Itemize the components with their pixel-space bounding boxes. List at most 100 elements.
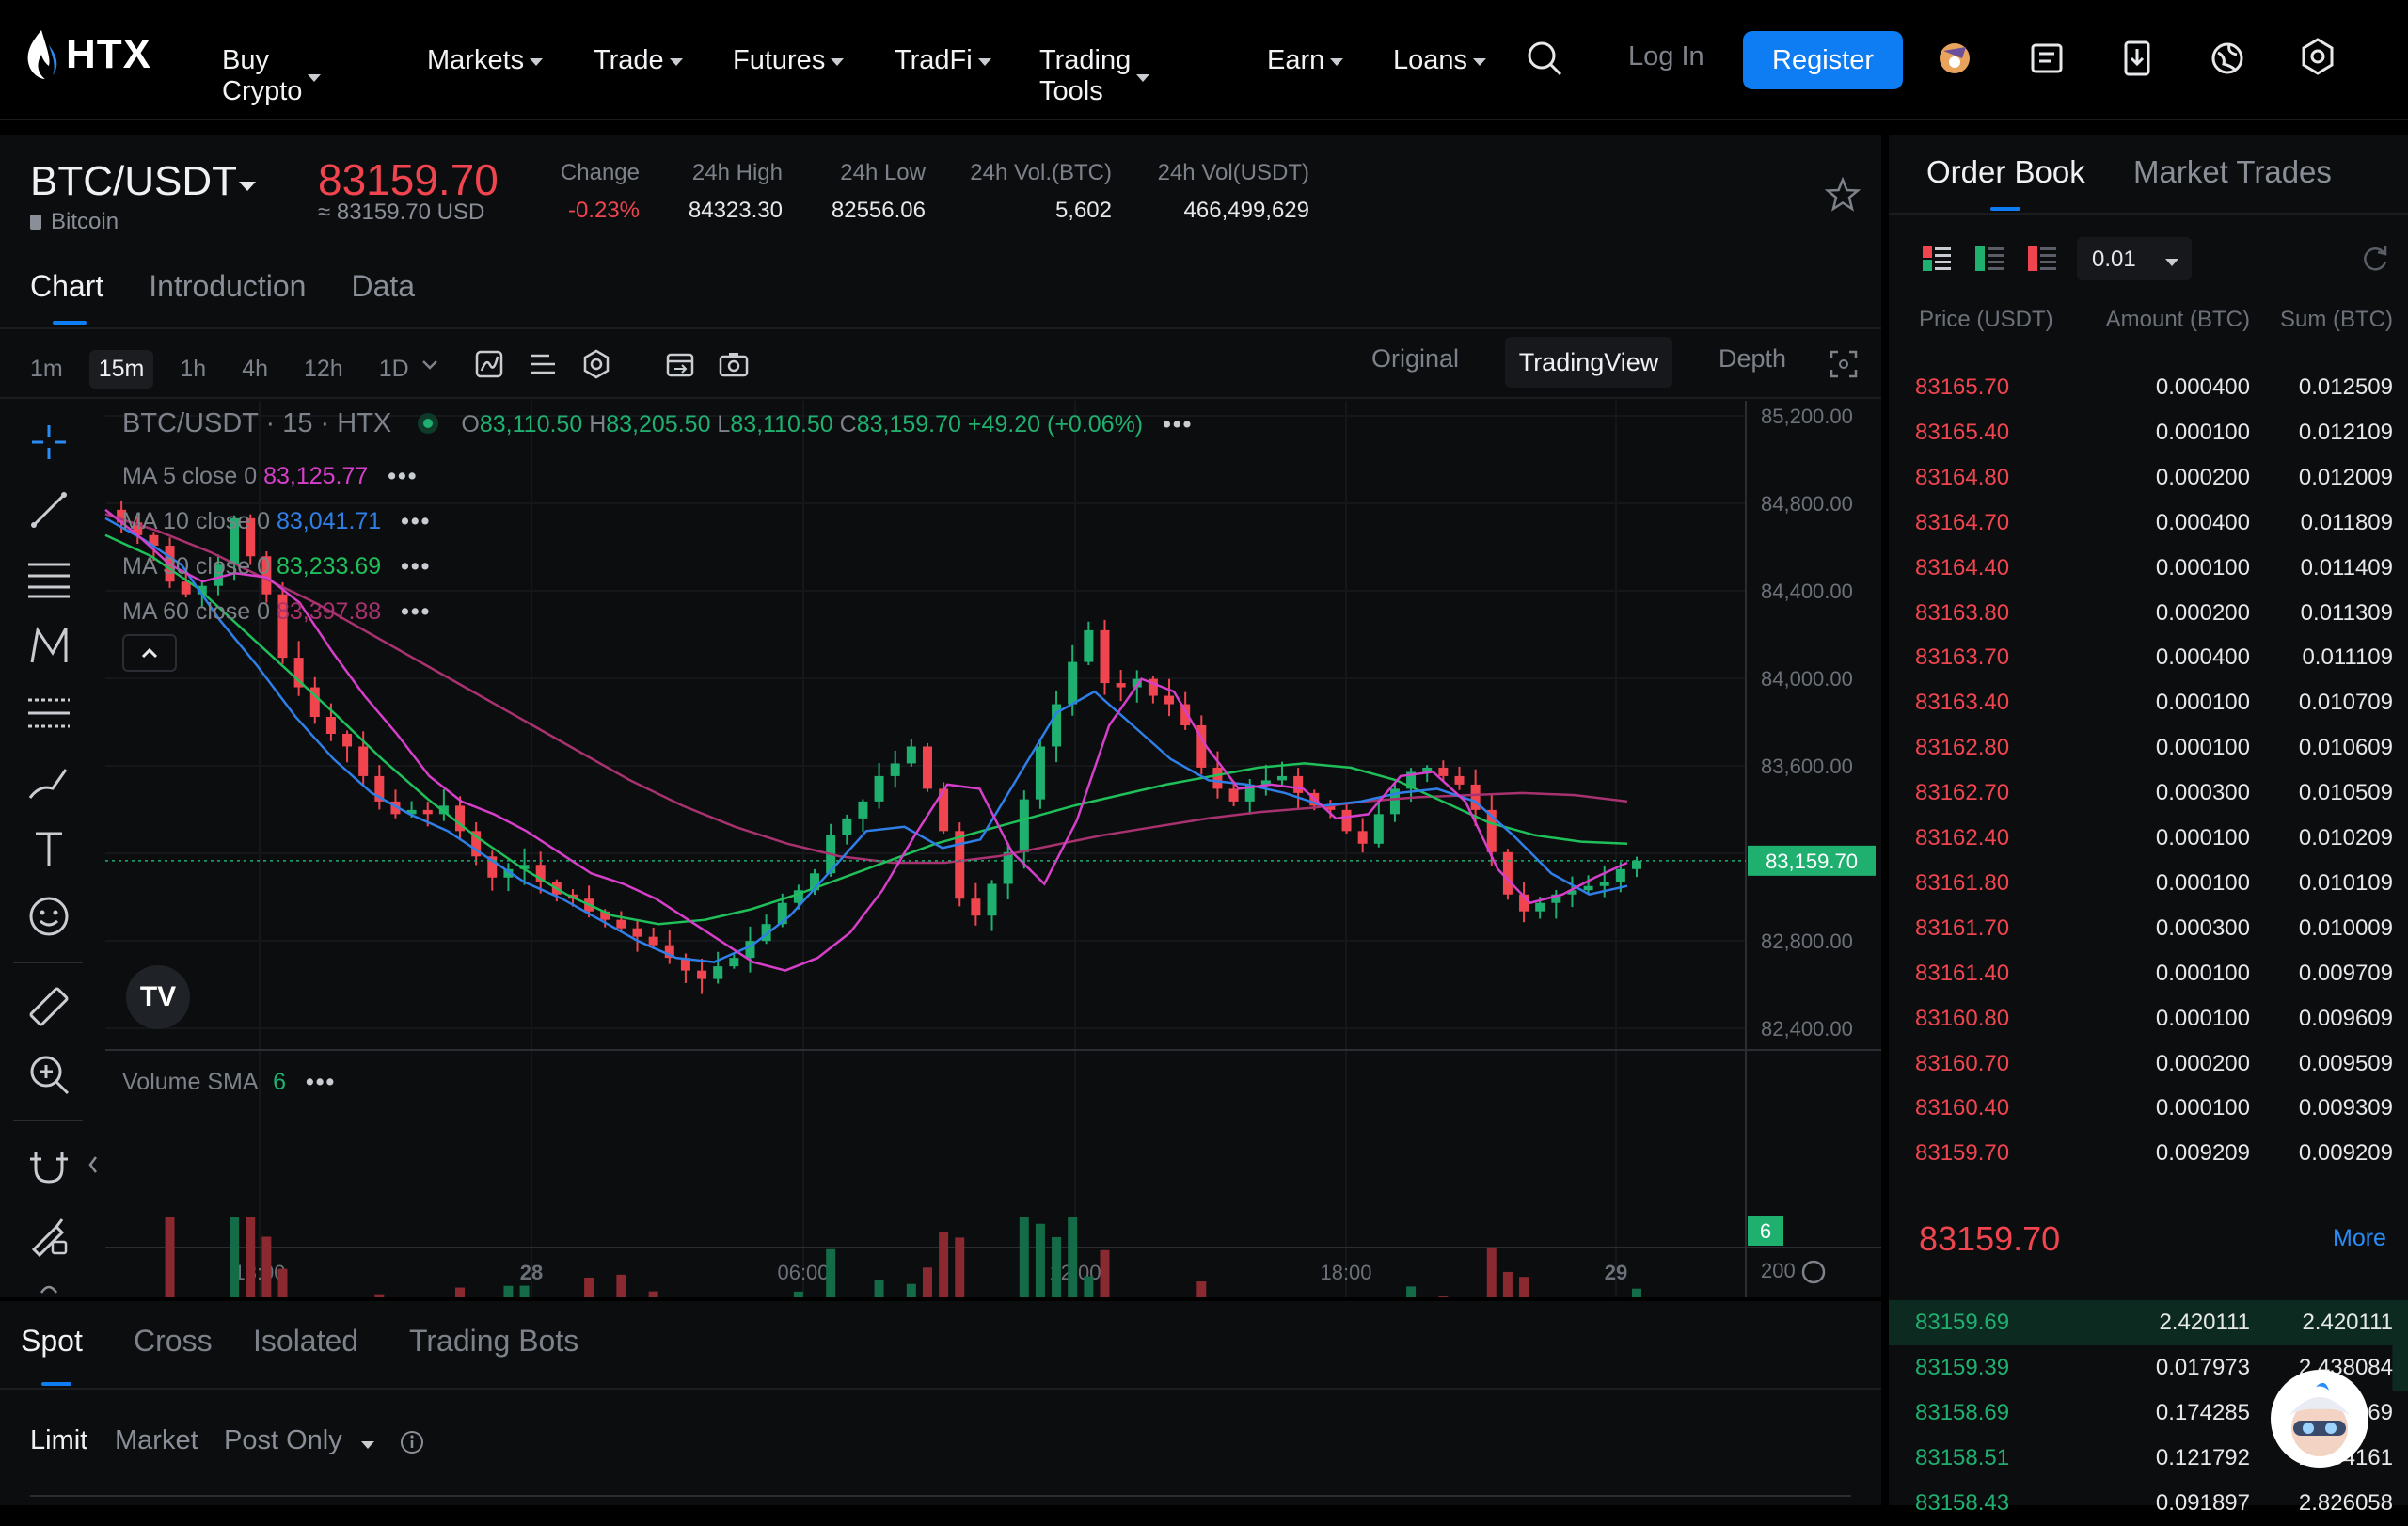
tradingview-logo-icon[interactable]: TV — [126, 965, 190, 1029]
ask-row[interactable]: 83161.80 0.000100 0.010109 — [1889, 861, 2408, 906]
nav-item-loans[interactable]: Loans — [1393, 45, 1487, 76]
tab-isolated[interactable]: Isolated — [253, 1324, 359, 1358]
trend-line-tool-icon[interactable] — [24, 485, 73, 534]
fullscreen-icon[interactable] — [1828, 348, 1860, 380]
nav-item-buy-crypto[interactable]: Buy Crypto — [222, 45, 322, 107]
ask-row[interactable]: 83162.70 0.000300 0.010509 — [1889, 771, 2408, 816]
emoji-tool-icon[interactable] — [24, 892, 73, 941]
favorite-star-icon[interactable] — [1825, 177, 1861, 213]
view-original-button[interactable]: Original — [1371, 344, 1460, 373]
search-icon[interactable] — [1524, 38, 1565, 79]
tab-spot[interactable]: Spot — [21, 1324, 83, 1358]
timeframe-1h[interactable]: 1h — [180, 356, 207, 382]
ma-legend-row[interactable]: MA 5 close 0 83,125.77 ••• — [122, 463, 419, 490]
ask-row[interactable]: 83161.40 0.000100 0.009709 — [1889, 951, 2408, 996]
promo-mascot-icon[interactable] — [1934, 38, 1975, 79]
collapse-toolbar-chevron-icon[interactable] — [87, 1153, 100, 1176]
timeframe-1m[interactable]: 1m — [30, 356, 63, 382]
support-chat-avatar[interactable] — [2271, 1370, 2368, 1468]
timeframe-15m[interactable]: 15m — [88, 350, 154, 389]
info-icon[interactable] — [399, 1429, 425, 1455]
tab-market-trades[interactable]: Market Trades — [2133, 154, 2332, 189]
ask-row[interactable]: 83160.70 0.000200 0.009509 — [1889, 1041, 2408, 1087]
ask-row[interactable]: 83163.40 0.000100 0.010709 — [1889, 680, 2408, 725]
ask-row[interactable]: 83160.40 0.000100 0.009309 — [1889, 1086, 2408, 1131]
pair-dropdown-icon[interactable] — [239, 182, 256, 191]
tab-introduction[interactable]: Introduction — [149, 269, 307, 303]
nav-item-earn[interactable]: Earn — [1267, 45, 1344, 76]
pattern-tool-icon[interactable] — [24, 621, 73, 670]
legend-more-icon[interactable]: ••• — [1163, 411, 1194, 437]
ma-legend-row[interactable]: MA 60 close 0 83,397.88 ••• — [122, 598, 431, 626]
timeframe-12h[interactable]: 12h — [304, 356, 343, 382]
brush-tool-icon[interactable] — [24, 756, 73, 805]
chart-settings-icon[interactable] — [580, 348, 612, 380]
order-type-post-only[interactable]: Post Only — [224, 1425, 342, 1455]
register-button[interactable]: Register — [1743, 31, 1903, 89]
orders-icon[interactable] — [2026, 38, 2067, 79]
ruler-tool-icon[interactable] — [24, 982, 73, 1031]
compare-symbols-icon[interactable] — [664, 348, 696, 380]
ask-row[interactable]: 83163.80 0.000200 0.011309 — [1889, 591, 2408, 636]
ask-row[interactable]: 83165.70 0.000400 0.012509 — [1889, 365, 2408, 410]
volume-legend-more-icon[interactable]: ••• — [305, 1069, 337, 1095]
tab-order-book[interactable]: Order Book — [1926, 154, 2085, 189]
timeframe-1D[interactable]: 1D — [378, 356, 409, 382]
post-only-dropdown-icon[interactable] — [361, 1441, 374, 1449]
pair-selector[interactable]: BTC/USDT — [30, 158, 237, 204]
bid-row[interactable]: 83158.43 0.091897 2.826058 — [1889, 1481, 2408, 1526]
view-depth-button[interactable]: Depth — [1719, 344, 1787, 373]
more-link[interactable]: More — [2333, 1225, 2386, 1251]
price-chart[interactable]: 85,200.00 84,800.00 84,400.00 84,000.00 83,6… — [0, 135, 1881, 1297]
nav-item-trade[interactable]: Trade — [594, 45, 683, 76]
fib-retracement-tool-icon[interactable] — [24, 689, 73, 738]
ma-legend-more-icon[interactable]: ••• — [388, 463, 419, 489]
precision-select[interactable]: 0.01 — [2077, 237, 2192, 280]
ma-legend-more-icon[interactable]: ••• — [401, 598, 432, 625]
settings-gear-icon[interactable] — [2297, 36, 2338, 77]
view-both-sides-icon[interactable] — [1921, 243, 1953, 275]
collapse-legend-button[interactable] — [122, 634, 177, 672]
refresh-icon[interactable] — [2359, 243, 2391, 275]
ma-legend-row[interactable]: MA 10 close 0 83,041.71 ••• — [122, 508, 431, 535]
tab-data[interactable]: Data — [351, 269, 416, 303]
more-timeframes-chevron-icon[interactable] — [418, 352, 442, 376]
ask-row[interactable]: 83164.80 0.000200 0.012009 — [1889, 455, 2408, 501]
tab-trading-bots[interactable]: Trading Bots — [409, 1324, 579, 1358]
ask-row[interactable]: 83160.80 0.000100 0.009609 — [1889, 996, 2408, 1041]
ask-row[interactable]: 83162.80 0.000100 0.010609 — [1889, 725, 2408, 771]
login-link[interactable]: Log In — [1628, 41, 1704, 72]
ask-row[interactable]: 83159.70 0.009209 0.009209 — [1889, 1131, 2408, 1176]
timeframe-4h[interactable]: 4h — [242, 356, 268, 382]
ask-row[interactable]: 83164.70 0.000400 0.011809 — [1889, 501, 2408, 546]
ma-legend-more-icon[interactable]: ••• — [401, 508, 432, 534]
nav-item-markets[interactable]: Markets — [427, 45, 544, 76]
nav-item-trading-tools[interactable]: Trading Tools — [1039, 45, 1150, 107]
more-tools-icon[interactable] — [36, 1278, 62, 1295]
view-bids-icon[interactable] — [1973, 243, 2005, 275]
tab-chart[interactable]: Chart — [30, 269, 104, 303]
htx-logo[interactable]: HTX — [24, 28, 151, 81]
zoom-in-tool-icon[interactable] — [24, 1050, 73, 1099]
magnet-tool-icon[interactable] — [24, 1142, 73, 1191]
order-type-market[interactable]: Market — [115, 1425, 198, 1455]
ask-row[interactable]: 83163.70 0.000400 0.011109 — [1889, 635, 2408, 680]
ask-row[interactable]: 83161.70 0.000300 0.010009 — [1889, 906, 2408, 951]
bid-row[interactable]: 83159.39 0.017973 2.438084 — [1889, 1344, 2408, 1391]
view-tradingview-button[interactable]: TradingView — [1505, 337, 1672, 388]
chart-type-icon[interactable] — [473, 348, 505, 380]
ask-row[interactable]: 83165.40 0.000100 0.012109 — [1889, 410, 2408, 455]
crosshair-tool-icon[interactable] — [24, 418, 73, 467]
download-app-icon[interactable] — [2116, 38, 2158, 79]
ask-row[interactable]: 83164.40 0.000100 0.011409 — [1889, 546, 2408, 591]
nav-item-tradfi[interactable]: TradFi — [895, 45, 991, 76]
tab-cross[interactable]: Cross — [134, 1324, 213, 1358]
horizontal-lines-tool-icon[interactable] — [24, 553, 73, 602]
screenshot-camera-icon[interactable] — [718, 348, 750, 380]
text-tool-icon[interactable] — [24, 824, 73, 873]
ma-legend-row[interactable]: MA 30 close 0 83,233.69 ••• — [122, 553, 431, 580]
view-asks-icon[interactable] — [2026, 243, 2058, 275]
order-type-limit[interactable]: Limit — [30, 1425, 88, 1455]
nav-item-futures[interactable]: Futures — [733, 45, 845, 76]
ask-row[interactable]: 83162.40 0.000100 0.010209 — [1889, 816, 2408, 861]
